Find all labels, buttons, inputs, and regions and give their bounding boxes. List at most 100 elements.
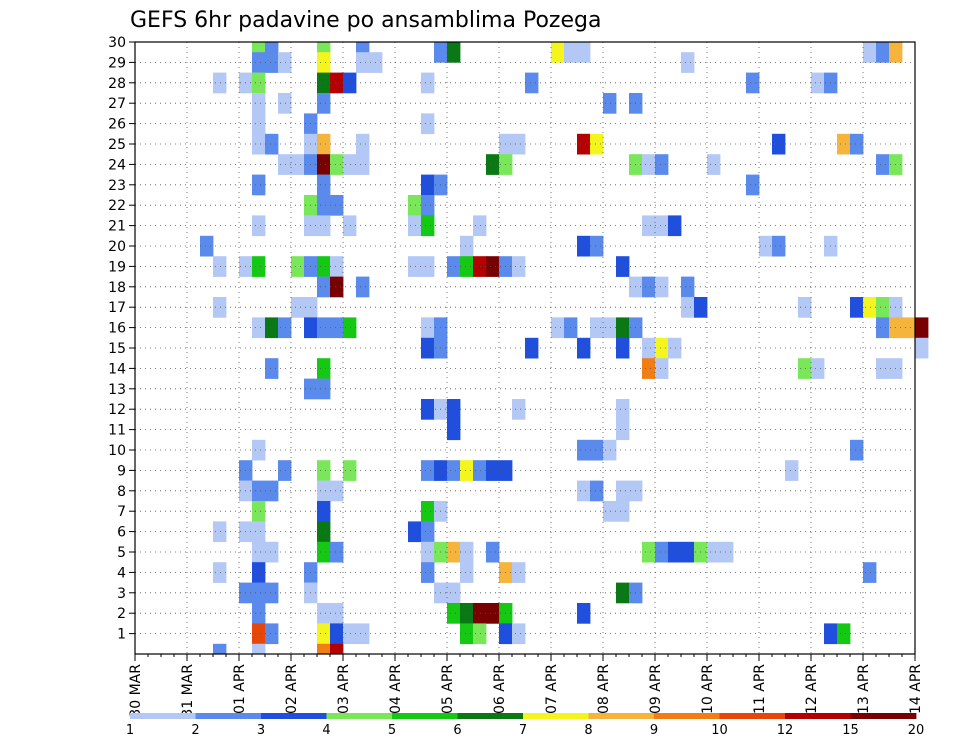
heatmap-cell (330, 256, 344, 277)
colorbar-swatch (195, 713, 262, 719)
heatmap-cell (356, 154, 370, 175)
heatmap-cell (616, 399, 630, 420)
heatmap-cell (850, 297, 864, 318)
y-tick-label: 5 (117, 545, 126, 561)
heatmap-cell (343, 623, 357, 645)
heatmap-cell (252, 317, 266, 339)
heatmap-cell (317, 501, 331, 522)
x-tick-label: 31 MAR (180, 664, 196, 718)
colorbar-swatch (654, 713, 720, 719)
y-tick-label: 13 (108, 382, 126, 398)
heatmap-cell (408, 195, 422, 216)
heatmap-cell (408, 256, 422, 277)
heatmap-cell (421, 399, 435, 420)
heatmap-cell (655, 358, 669, 379)
heatmap-cell (213, 562, 227, 583)
y-tick-label: 2 (117, 606, 126, 622)
y-tick-label: 21 (108, 219, 126, 235)
heatmap-cell (590, 317, 604, 339)
colorbar-swatch (588, 713, 655, 719)
heatmap-cell (252, 52, 266, 73)
heatmap-cell (421, 562, 435, 583)
heatmap-cell (473, 460, 487, 481)
heatmap-cell (603, 439, 617, 461)
heatmap-cell (317, 603, 331, 624)
y-tick-label: 15 (108, 341, 126, 357)
colorbar: 1 2 3 4 5 6 7 8 9 10 12 15 20 (126, 713, 924, 738)
heatmap-cell (252, 113, 266, 135)
heatmap-cell (512, 133, 526, 155)
colorbar-label: 15 (842, 723, 859, 738)
y-tick-label: 27 (108, 96, 126, 112)
heatmap-cell (447, 541, 461, 563)
heatmap-cell (265, 358, 279, 379)
heatmap-cell (213, 297, 227, 318)
heatmap-cell (746, 72, 760, 94)
y-tick-label: 14 (108, 361, 126, 377)
heatmap-cell (252, 93, 266, 114)
heatmap-cell (421, 113, 435, 135)
heatmap-cell (889, 42, 903, 63)
heatmap-cell (525, 337, 539, 359)
heatmap-cell (512, 623, 526, 645)
heatmap-cell (252, 439, 266, 461)
y-tick-label: 1 (117, 627, 126, 643)
heatmap-cell (642, 215, 656, 237)
heatmap-cell (434, 42, 448, 63)
x-tick-label: 01 APR (232, 664, 248, 714)
heatmap-cell (421, 501, 435, 522)
heatmap-cell (681, 276, 695, 298)
heatmap-cell (577, 42, 591, 63)
heatmap-cell (655, 337, 669, 359)
heatmap-cell (317, 215, 331, 237)
heatmap-cell (915, 317, 929, 339)
y-tick-label: 26 (108, 117, 126, 133)
heatmap-cell (590, 480, 604, 502)
heatmap-cell (317, 195, 331, 216)
heatmap-cell (265, 582, 279, 604)
grid-layer (135, 42, 915, 654)
heatmap-cell (252, 133, 266, 155)
heatmap-cell (473, 215, 487, 237)
heatmap-cell (330, 154, 344, 175)
heatmap-cell (291, 297, 305, 318)
y-tick-label: 24 (108, 157, 126, 173)
heatmap-cell (317, 93, 331, 114)
heatmap-cell (330, 541, 344, 563)
heatmap-cell (486, 460, 500, 481)
x-tick-label: 09 APR (648, 664, 664, 714)
heatmap-cell (863, 42, 877, 63)
colorbar-swatch (261, 713, 327, 719)
heatmap-cell (278, 154, 292, 175)
heatmap-cell (642, 337, 656, 359)
heatmap-cell (252, 623, 266, 645)
heatmap-cell (707, 154, 721, 175)
heatmap-cell (252, 643, 266, 655)
heatmap-cell (252, 480, 266, 502)
colorbar-label: 9 (650, 723, 658, 738)
heatmap-cell (252, 562, 266, 583)
heatmap-cell (811, 72, 825, 94)
y-tick-label: 3 (117, 586, 126, 602)
heatmap-cell (707, 541, 721, 563)
heatmap-cell (876, 42, 890, 63)
y-tick-label: 8 (117, 484, 126, 500)
heatmap-cell (252, 582, 266, 604)
colorbar-swatch (850, 713, 917, 719)
x-tick-label: 02 APR (284, 664, 300, 714)
heatmap-cell (421, 460, 435, 481)
heatmap-cell (317, 52, 331, 73)
heatmap-cell (343, 460, 357, 481)
colorbar-label: 1 (126, 723, 134, 738)
heatmap-cell (512, 399, 526, 420)
heatmap-cell (668, 215, 682, 237)
heatmap-cell (317, 154, 331, 175)
heatmap-cell (447, 256, 461, 277)
heatmap-cell (356, 623, 370, 645)
heatmap-cell (330, 195, 344, 216)
heatmap-cell (278, 93, 292, 114)
x-tick-label: 06 APR (492, 664, 508, 714)
colorbar-label: 3 (257, 723, 265, 738)
heatmap-cell (850, 133, 864, 155)
heatmap-cell (421, 521, 435, 543)
